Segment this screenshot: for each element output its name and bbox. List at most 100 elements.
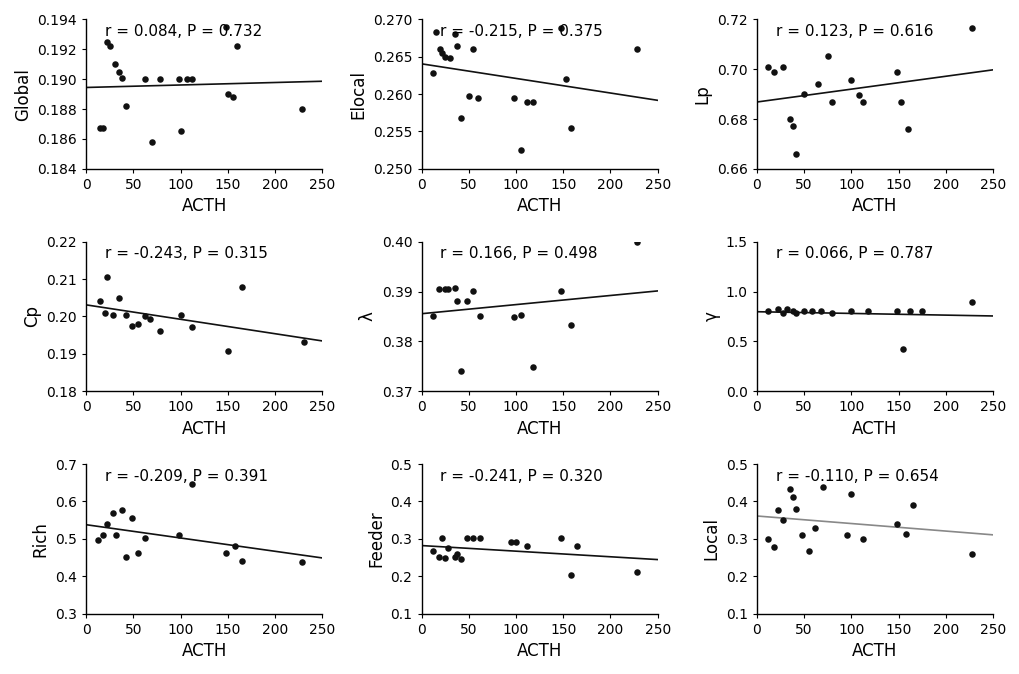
Point [569,541,585,552]
Point [774,308,791,319]
Point [893,96,909,107]
Point [424,545,440,556]
Point [784,121,800,132]
Point [229,41,246,52]
Point [104,309,120,320]
Point [800,545,816,556]
Point [137,532,153,543]
Point [102,41,118,52]
Point [117,309,133,320]
Point [432,44,448,55]
X-axis label: ACTH: ACTH [517,420,561,437]
Point [224,92,240,102]
Point [843,306,859,317]
Point [446,282,463,293]
Y-axis label: γ: γ [701,311,719,321]
Point [99,36,115,47]
Point [117,551,133,562]
Point [424,68,440,79]
Point [507,537,524,547]
Point [854,96,870,107]
Point [434,532,450,543]
Point [293,104,310,115]
Y-axis label: Cp: Cp [22,305,41,328]
Point [843,489,859,499]
Point [562,570,579,581]
Text: r = 0.123, P = 0.616: r = 0.123, P = 0.616 [774,24,932,39]
Point [117,100,133,111]
Point [465,44,481,55]
Point [137,73,153,84]
Point [129,319,146,330]
Point [108,530,124,541]
Point [552,285,569,296]
Point [628,237,644,247]
Point [788,148,804,159]
Point [111,293,127,303]
Point [90,534,106,545]
Point [424,311,440,322]
Y-axis label: Rich: Rich [32,521,50,557]
Point [774,61,791,72]
Point [809,79,825,90]
Point [818,50,835,61]
Point [436,284,452,295]
Y-axis label: Elocal: Elocal [350,69,367,119]
Point [97,307,113,318]
Point [430,551,446,562]
Point [768,304,785,315]
Point [552,23,569,34]
X-axis label: ACTH: ACTH [851,197,897,216]
Point [502,537,519,547]
Point [557,73,574,84]
Point [114,72,130,83]
Point [505,92,522,103]
Point [183,321,200,332]
Y-axis label: Local: Local [701,518,719,560]
Point [129,547,146,558]
Point [512,310,528,321]
Point [172,309,189,320]
Point [628,567,644,578]
Point [92,123,108,134]
Point [448,549,465,559]
Point [793,530,809,541]
Point [172,126,189,137]
Point [784,306,800,317]
Y-axis label: Global: Global [14,67,32,121]
Point [781,114,797,125]
Point [904,500,920,511]
Point [123,320,140,331]
Point [219,346,235,357]
Point [183,478,200,489]
Point [552,532,569,543]
Point [104,508,120,519]
Text: r = -0.243, P = 0.315: r = -0.243, P = 0.315 [105,246,268,262]
Point [441,53,458,63]
Point [152,326,168,336]
Point [795,89,811,100]
X-axis label: ACTH: ACTH [181,642,227,660]
Text: r = -0.241, P = 0.320: r = -0.241, P = 0.320 [440,468,602,483]
Point [759,533,775,544]
Point [436,51,452,62]
Point [439,284,455,295]
Point [92,295,108,306]
Point [888,306,904,317]
X-axis label: ACTH: ACTH [181,420,227,437]
Point [452,113,469,123]
X-axis label: ACTH: ACTH [181,197,227,216]
Point [143,314,159,325]
Point [452,554,469,565]
Point [888,518,904,529]
Point [788,308,804,319]
Point [781,484,797,495]
Point [843,75,859,86]
Text: r = 0.084, P = 0.732: r = 0.084, P = 0.732 [105,24,262,39]
Point [452,366,469,377]
Point [913,306,929,317]
Text: r = 0.166, P = 0.498: r = 0.166, P = 0.498 [440,246,597,262]
Point [123,513,140,524]
Point [562,123,579,133]
X-axis label: ACTH: ACTH [517,642,561,660]
